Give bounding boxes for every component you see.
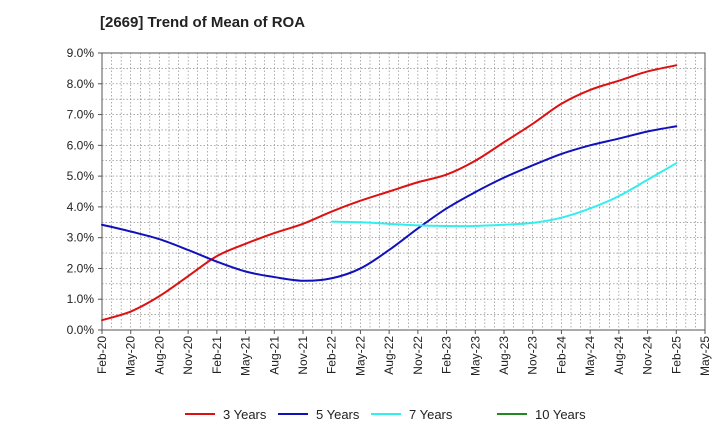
x-tick-label: Aug-20 [152, 336, 166, 375]
x-tick-label: Feb-23 [440, 336, 454, 374]
series-line-3 [330, 162, 678, 228]
chart-title: [2669] Trend of Mean of ROA [100, 14, 306, 31]
x-tick-label: Nov-24 [641, 336, 655, 375]
x-tick-label: May-23 [468, 336, 482, 376]
x-tick-label: Nov-22 [411, 336, 425, 375]
legend-label: 3 Years [223, 407, 267, 422]
y-tick-label: 4.0% [67, 200, 95, 214]
x-tick-label: Feb-22 [325, 336, 339, 374]
series-line-2 [101, 125, 678, 282]
x-tick-label: May-22 [353, 336, 367, 376]
x-tick-label: Feb-25 [669, 336, 683, 374]
y-axis: 0.0% 1.0% 2.0% 3.0% 4.0% 5.0% 6.0% 7.0% 8.0% 9.0% [67, 46, 102, 337]
legend-label: 10 Years [535, 407, 586, 422]
y-tick-label: 7.0% [67, 108, 95, 122]
legend: 3 Years 5 Years 7 Years 10 Years [185, 407, 586, 422]
x-tick-label: Aug-23 [497, 336, 511, 375]
x-tick-label: Nov-20 [181, 336, 195, 375]
y-tick-label: 0.0% [67, 323, 95, 337]
y-tick-label: 6.0% [67, 138, 95, 152]
y-tick-label: 1.0% [67, 292, 95, 306]
x-tick-label: Aug-24 [612, 336, 626, 375]
y-tick-label: 5.0% [67, 169, 95, 183]
x-tick-label: Feb-21 [210, 336, 224, 374]
x-tick-label: Aug-22 [382, 336, 396, 375]
legend-label: 5 Years [316, 407, 360, 422]
x-tick-label: May-20 [124, 336, 138, 376]
x-tick-label: Aug-21 [267, 336, 281, 375]
y-tick-label: 9.0% [67, 46, 95, 60]
series-lines [101, 64, 678, 322]
x-tick-label: Nov-23 [526, 336, 540, 375]
x-axis: Feb-20 May-20 Aug-20 Nov-20 Feb-21 May-21 Aug-… [95, 330, 712, 376]
x-tick-label: May-24 [583, 336, 597, 376]
legend-label: 7 Years [409, 407, 453, 422]
x-tick-label: May-21 [239, 336, 253, 376]
series-line-1 [101, 64, 678, 322]
y-tick-label: 3.0% [67, 231, 95, 245]
x-tick-label: Nov-21 [296, 336, 310, 375]
x-tick-label: Feb-24 [554, 336, 568, 374]
grid-lines [102, 53, 705, 330]
y-tick-label: 8.0% [67, 77, 95, 91]
y-tick-label: 2.0% [67, 261, 95, 275]
x-tick-label: May-25 [698, 336, 712, 376]
x-tick-label: Feb-20 [95, 336, 109, 374]
